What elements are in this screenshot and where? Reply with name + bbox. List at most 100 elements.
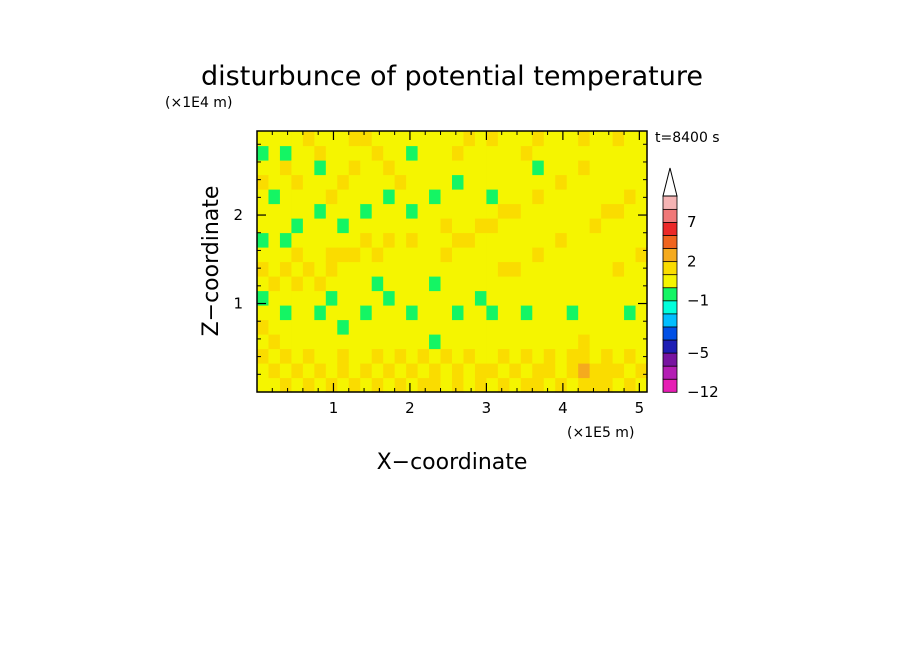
contour-cell <box>302 377 315 393</box>
contour-cell <box>612 276 625 292</box>
contour-cell <box>578 261 591 277</box>
contour-cell <box>497 334 510 350</box>
contour-cell <box>474 377 488 393</box>
contour-cell <box>429 218 442 234</box>
contour-cell <box>371 203 384 219</box>
contour-cell <box>314 218 327 234</box>
contour-cell <box>325 232 338 248</box>
contour-cell <box>474 276 488 292</box>
contour-cell <box>417 232 430 248</box>
contour-cell <box>509 247 522 263</box>
contour-cell <box>635 160 648 176</box>
contour-cell <box>612 305 625 321</box>
contour-cell <box>360 334 373 350</box>
contour-cell <box>520 290 533 306</box>
contour-cell <box>497 218 510 234</box>
contour-cell <box>360 377 373 393</box>
contour-cell <box>360 203 373 219</box>
contour-cell <box>360 305 373 321</box>
y-tick-label: 2 <box>233 206 243 224</box>
colorbar-segment <box>662 326 678 341</box>
contour-cell <box>394 305 407 321</box>
contour-cell <box>520 131 533 147</box>
colorbar-label: 7 <box>687 213 697 231</box>
contour-cell <box>532 218 545 234</box>
contour-cell <box>348 203 361 219</box>
contour-cell <box>497 160 510 176</box>
contour-cell <box>371 276 384 292</box>
contour-cell <box>302 276 315 292</box>
contour-cell <box>635 261 648 277</box>
contour-cell <box>406 261 419 277</box>
contour-cell <box>555 247 568 263</box>
x-tick-label: 3 <box>482 399 492 417</box>
contour-cell <box>543 290 556 306</box>
contour-cell <box>279 247 293 263</box>
contour-cell <box>566 363 579 379</box>
contour-cell <box>360 131 373 147</box>
contour-cell <box>589 363 602 379</box>
contour-cell <box>360 261 373 277</box>
contour-cell <box>302 363 315 379</box>
contour-cell <box>279 203 293 219</box>
contour-cell <box>371 319 384 335</box>
contour-cell <box>486 377 499 393</box>
contour-cell <box>543 261 556 277</box>
contour-cell <box>601 348 614 364</box>
contour-cell <box>291 305 304 321</box>
contour-cell <box>279 145 293 161</box>
contour-cell <box>383 305 396 321</box>
contour-cell <box>314 203 327 219</box>
contour-cell <box>257 290 270 306</box>
contour-cell <box>486 305 499 321</box>
x-tick-label: 5 <box>635 399 645 417</box>
contour-cell <box>371 189 384 205</box>
contour-cell <box>624 363 637 379</box>
contour-cell <box>291 247 304 263</box>
contour-cell <box>635 290 648 306</box>
contour-cell <box>279 232 293 248</box>
contour-cell <box>509 203 522 219</box>
contour-cell <box>543 247 556 263</box>
contour-cell <box>406 305 419 321</box>
contour-cell <box>589 203 602 219</box>
contour-cell <box>337 203 350 219</box>
contour-cell <box>440 232 453 248</box>
contour-cell <box>325 247 338 263</box>
contour-cell <box>337 363 350 379</box>
contour-cell <box>578 174 591 190</box>
contour-cell <box>532 377 545 393</box>
colorbar-segment <box>662 365 678 380</box>
contour-cell <box>268 145 281 161</box>
contour-cell <box>486 290 499 306</box>
contour-cell <box>532 363 545 379</box>
time-label: t=8400 s <box>655 130 720 146</box>
contour-cell <box>360 145 373 161</box>
contour-cell <box>601 276 614 292</box>
contour-cell <box>291 319 304 335</box>
contour-cell <box>520 319 533 335</box>
contour-cell <box>440 319 453 335</box>
contour-cell <box>624 203 637 219</box>
contour-cell <box>394 145 407 161</box>
contour-cell <box>566 189 579 205</box>
contour-cell <box>509 334 522 350</box>
x-tick-label: 1 <box>329 399 339 417</box>
contour-cell <box>463 174 476 190</box>
contour-cell <box>394 319 407 335</box>
contour-cell <box>383 290 396 306</box>
contour-cell <box>279 377 293 393</box>
colorbar-segment <box>662 247 678 263</box>
contour-cell <box>383 174 396 190</box>
contour-cell <box>543 174 556 190</box>
contour-cell <box>337 160 350 176</box>
contour-cell <box>543 160 556 176</box>
contour-cell <box>279 334 293 350</box>
contour-cell <box>257 247 270 263</box>
contour-cell <box>257 203 270 219</box>
contour-cell <box>474 203 488 219</box>
contour-cell <box>429 348 442 364</box>
contour-cell <box>429 203 442 219</box>
contour-cell <box>371 218 384 234</box>
contour-cell <box>463 276 476 292</box>
